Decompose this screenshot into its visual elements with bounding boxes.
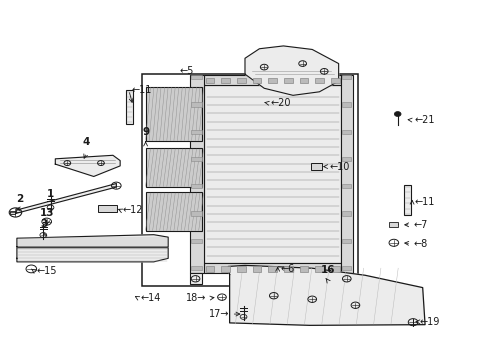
Bar xyxy=(221,266,230,272)
Bar xyxy=(331,78,340,83)
Bar xyxy=(191,239,202,243)
Polygon shape xyxy=(55,155,120,176)
Bar xyxy=(146,148,202,187)
Text: ←11: ←11 xyxy=(131,85,151,95)
Bar xyxy=(146,192,202,231)
Bar xyxy=(146,86,202,141)
Polygon shape xyxy=(228,265,425,325)
Text: 3: 3 xyxy=(41,219,48,229)
Bar xyxy=(315,78,324,83)
Bar xyxy=(284,266,293,272)
Bar xyxy=(269,78,277,83)
Bar xyxy=(341,75,353,274)
Bar xyxy=(98,206,117,212)
Bar xyxy=(190,75,204,274)
Text: ←10: ←10 xyxy=(330,162,350,172)
Bar xyxy=(191,103,202,107)
Text: ←20: ←20 xyxy=(270,98,291,108)
Bar xyxy=(221,78,230,83)
Bar xyxy=(204,75,341,85)
Polygon shape xyxy=(245,46,339,95)
Bar xyxy=(284,78,293,83)
Text: 18→: 18→ xyxy=(186,293,207,303)
Bar xyxy=(191,266,202,270)
Text: ←12: ←12 xyxy=(122,205,143,215)
Bar xyxy=(191,130,202,134)
Text: 13: 13 xyxy=(40,208,54,218)
Bar xyxy=(126,90,133,123)
Bar xyxy=(191,157,202,161)
Text: ←21: ←21 xyxy=(414,115,435,125)
Text: 2: 2 xyxy=(16,194,23,204)
Polygon shape xyxy=(17,248,168,262)
Bar xyxy=(342,266,351,270)
Bar xyxy=(190,274,202,284)
Text: ←14: ←14 xyxy=(141,293,161,303)
Bar xyxy=(342,75,351,80)
Bar xyxy=(237,266,245,272)
Bar xyxy=(299,78,308,83)
Bar xyxy=(341,274,353,284)
Bar xyxy=(389,222,398,226)
Bar xyxy=(342,184,351,188)
Bar xyxy=(206,78,214,83)
Bar xyxy=(204,85,341,263)
Text: ←6: ←6 xyxy=(280,264,294,274)
Text: 4: 4 xyxy=(83,137,90,147)
Bar xyxy=(206,266,214,272)
Bar xyxy=(191,75,202,80)
Bar xyxy=(253,78,261,83)
Bar xyxy=(253,266,261,272)
Text: 1: 1 xyxy=(47,189,54,199)
Bar xyxy=(311,163,322,170)
Bar xyxy=(404,185,411,215)
Bar xyxy=(191,184,202,188)
Bar xyxy=(10,211,16,214)
Bar xyxy=(299,266,308,272)
Polygon shape xyxy=(16,184,116,213)
Bar xyxy=(342,239,351,243)
Bar xyxy=(342,103,351,107)
Text: ←7: ←7 xyxy=(413,220,427,230)
Bar xyxy=(342,130,351,134)
Text: 17→: 17→ xyxy=(209,309,229,319)
Bar xyxy=(342,211,351,216)
Text: 16: 16 xyxy=(320,265,335,275)
Text: ←5: ←5 xyxy=(179,66,194,76)
Circle shape xyxy=(394,112,401,117)
Bar xyxy=(142,74,358,286)
Text: ←8: ←8 xyxy=(414,239,428,248)
Bar xyxy=(204,263,341,274)
Text: ←15: ←15 xyxy=(36,266,57,276)
Text: ←11: ←11 xyxy=(415,197,435,207)
Bar xyxy=(315,266,324,272)
Polygon shape xyxy=(17,235,168,247)
Bar xyxy=(191,211,202,216)
Bar xyxy=(237,78,245,83)
Bar xyxy=(342,157,351,161)
Bar xyxy=(331,266,340,272)
Text: ←19: ←19 xyxy=(419,317,440,327)
Bar xyxy=(269,266,277,272)
Text: 9: 9 xyxy=(142,127,149,136)
